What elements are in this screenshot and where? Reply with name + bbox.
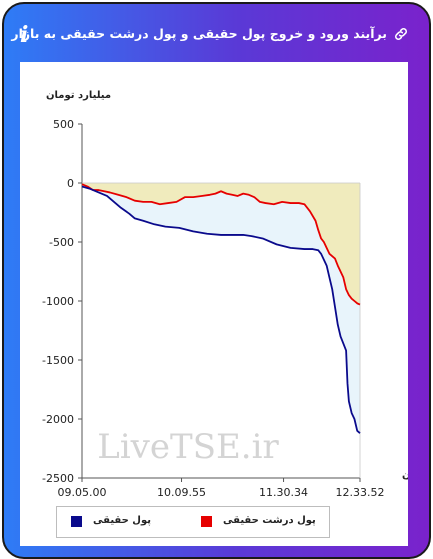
y-tick-label-2: -500: [49, 236, 74, 249]
series-line-1: [81, 183, 361, 306]
series-area-top: [82, 183, 360, 305]
legend-swatch-real-money: [71, 516, 82, 527]
watermark: LiveTSE.ir: [97, 427, 279, 467]
y-tick-label-4: -1500: [42, 354, 74, 367]
y-axis-unit-label: میلیارد تومان: [46, 90, 112, 101]
y-tick-label-0: 500: [53, 118, 74, 131]
legend-label-big-real-money: پول درشت حقیقی: [223, 515, 316, 526]
card-header: برآیند ورود و خروج پول حقیقی و پول درشت …: [4, 4, 429, 62]
card-title: برآیند ورود و خروج پول حقیقی و پول درشت …: [11, 26, 387, 41]
legend-item-real-money[interactable]: پول حقیقی: [71, 514, 181, 530]
series-line-0: [81, 185, 361, 434]
link-icon[interactable]: [393, 26, 409, 42]
chart-panel: میلیارد تومان 500 0 -500 -1000 -1500 -2000 -25…: [20, 62, 408, 546]
y-tick-label-5: -2000: [42, 413, 74, 426]
legend: پول حقیقی پول درشت حقیقی: [56, 506, 330, 538]
series-area-0: [82, 183, 360, 434]
x-tick-label-2: 11.30.34: [259, 486, 308, 499]
legend-swatch-big-real-money: [201, 516, 212, 527]
legend-label-real-money: پول حقیقی: [93, 515, 151, 526]
x-tick-label-3: 12.33.52: [336, 486, 385, 499]
x-tick-label-1: 10.09.55: [157, 486, 206, 499]
y-tick-label-6: -2500: [42, 472, 74, 485]
legend-item-big-real-money[interactable]: پول درشت حقیقی: [201, 514, 321, 530]
info-icon[interactable]: i: [20, 22, 29, 48]
x-tick-label-0: 09.05.00: [58, 486, 107, 499]
y-tick-label-1: 0: [67, 177, 74, 190]
x-axis-label: زمان: [402, 470, 408, 481]
y-tick-label-3: -1000: [42, 295, 74, 308]
